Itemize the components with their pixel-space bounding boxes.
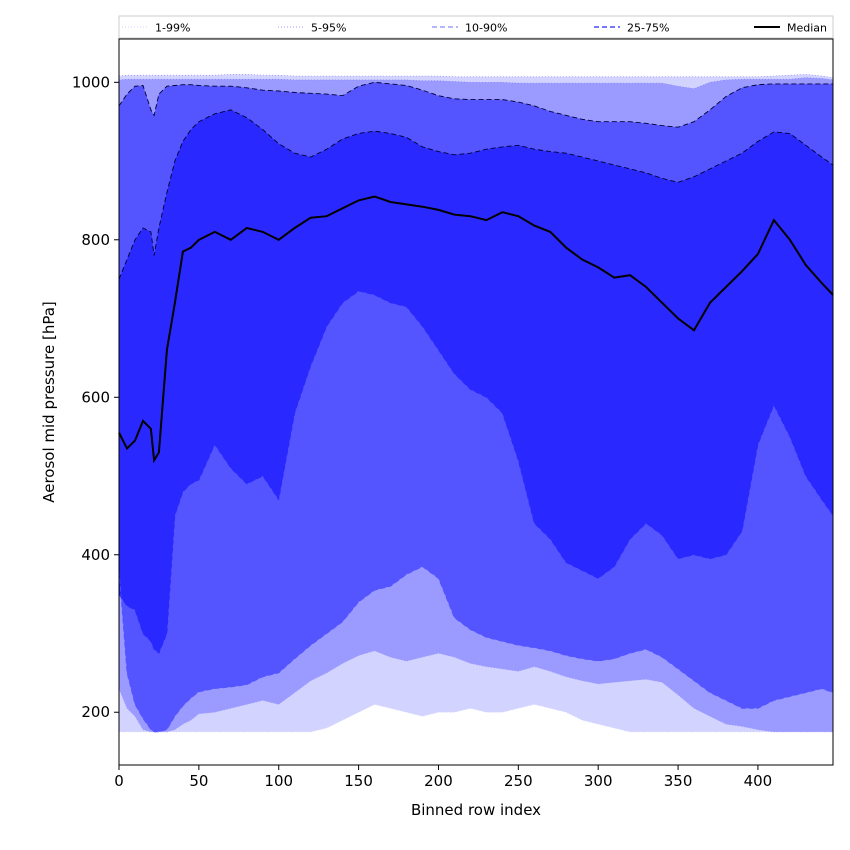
- x-tick-label: 150: [344, 772, 373, 790]
- band-lower-edge-25-75-: [118, 290, 834, 654]
- legend: 1-99% 5-95% 10-90% 25-75% Median: [118, 15, 834, 39]
- band-upper-edge-25-75-: [118, 109, 834, 280]
- plot-frame: [118, 38, 834, 766]
- legend-label: 5-95%: [311, 22, 346, 35]
- y-tick-label: 600: [81, 388, 110, 406]
- y-tick-label: 200: [81, 703, 110, 721]
- x-axis-ticks: 0 50 100 150 200 250 300 350 400: [114, 765, 772, 790]
- x-tick-label: 250: [504, 772, 533, 790]
- x-tick-label: 100: [264, 772, 293, 790]
- median-line: [118, 195, 834, 464]
- legend-box: [118, 15, 834, 39]
- legend-label: Median: [787, 22, 827, 35]
- legend-items: 1-99% 5-95% 10-90% 25-75% Median: [122, 22, 827, 35]
- x-tick-label: 400: [744, 772, 773, 790]
- band-lower-edge-10-90-: [118, 566, 834, 733]
- x-axis-label: Binned row index: [411, 801, 541, 819]
- legend-label: 1-99%: [155, 22, 190, 35]
- band-25-75-: [119, 109, 833, 654]
- x-tick-label: 0: [114, 772, 124, 790]
- y-tick-label: 400: [81, 546, 110, 564]
- percentile-bands: [119, 74, 833, 732]
- x-tick-label: 350: [664, 772, 693, 790]
- y-tick-label: 800: [81, 231, 110, 249]
- y-tick-label: 1000: [72, 73, 110, 91]
- legend-label: 25-75%: [627, 22, 669, 35]
- x-tick-label: 200: [424, 772, 453, 790]
- band-lower-edge-5-95-: [118, 650, 833, 733]
- percentile-band-edges: [118, 74, 834, 733]
- x-tick-label: 50: [189, 772, 208, 790]
- y-axis-ticks: 200 400 600 800 1000: [72, 73, 119, 721]
- y-axis-label: Aerosol mid pressure [hPa]: [40, 301, 58, 503]
- x-tick-label: 300: [584, 772, 613, 790]
- legend-label: 10-90%: [465, 22, 507, 35]
